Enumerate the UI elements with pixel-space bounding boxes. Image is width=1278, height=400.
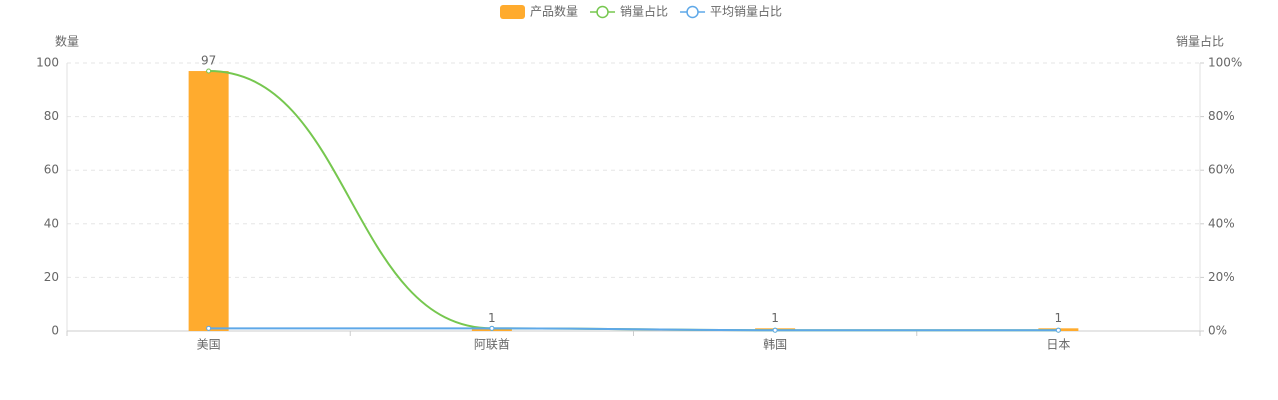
line-point bbox=[1055, 327, 1061, 333]
y2-tick-label: 100% bbox=[1208, 56, 1242, 70]
y-tick-label: 20 bbox=[44, 270, 59, 284]
y2-tick-label: 40% bbox=[1208, 216, 1235, 230]
legend-item: 产品数量 bbox=[500, 4, 578, 19]
x-tick-label: 美国 bbox=[197, 338, 221, 352]
y-tick-label: 100 bbox=[36, 56, 59, 70]
y-tick-label: 40 bbox=[44, 216, 59, 230]
line-point bbox=[206, 325, 212, 331]
y2-tick-label: 0% bbox=[1208, 324, 1227, 338]
line-point bbox=[772, 327, 778, 333]
legend-swatch bbox=[596, 5, 609, 19]
line-point bbox=[206, 68, 212, 74]
line bbox=[208, 70, 1059, 332]
legend-label: 销量占比 bbox=[620, 4, 668, 19]
y-tick-label: 0 bbox=[51, 324, 59, 338]
y-tick-label: 60 bbox=[44, 163, 59, 177]
legend-label: 平均销量占比 bbox=[710, 4, 782, 19]
legend-label: 产品数量 bbox=[530, 4, 578, 19]
x-tick-label: 日本 bbox=[1046, 338, 1070, 352]
value-label: 1 bbox=[488, 311, 496, 325]
y-tick-label: 80 bbox=[44, 109, 59, 123]
y2-tick-label: 20% bbox=[1208, 270, 1235, 284]
value-label: 97 bbox=[201, 54, 216, 68]
y2-tick-label: 60% bbox=[1208, 163, 1235, 177]
value-label: 1 bbox=[771, 311, 779, 325]
legend-swatch bbox=[500, 5, 525, 19]
line bbox=[208, 327, 1059, 332]
value-label: 1 bbox=[1055, 311, 1063, 325]
legend-swatch bbox=[686, 5, 699, 19]
legend-item: 销量占比 bbox=[590, 4, 668, 19]
bar bbox=[188, 71, 229, 331]
legend-item: 平均销量占比 bbox=[680, 4, 782, 19]
line-point bbox=[489, 325, 495, 331]
y2-tick-label: 80% bbox=[1208, 109, 1235, 123]
y-axis-title: 数量 bbox=[55, 34, 79, 49]
x-tick-label: 阿联酋 bbox=[474, 337, 510, 352]
x-tick-label: 韩国 bbox=[763, 337, 787, 352]
y2-axis-title: 销量占比 bbox=[1176, 34, 1224, 49]
